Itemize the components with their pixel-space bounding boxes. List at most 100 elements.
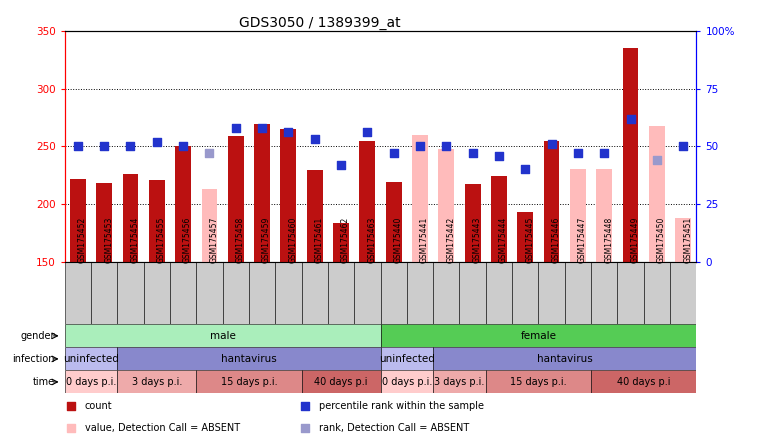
- Bar: [670, 262, 696, 325]
- Text: male: male: [209, 331, 236, 341]
- Bar: [149, 180, 164, 262]
- Point: [493, 152, 505, 159]
- Bar: [565, 262, 591, 325]
- Bar: [275, 262, 301, 325]
- Bar: [249, 262, 275, 325]
- Text: GSM175451: GSM175451: [683, 217, 693, 263]
- Bar: [570, 169, 586, 262]
- Text: GSM175456: GSM175456: [183, 217, 192, 263]
- Text: GSM175450: GSM175450: [657, 217, 666, 263]
- Point: [572, 150, 584, 157]
- Text: uninfected: uninfected: [63, 354, 119, 364]
- Text: GSM175452: GSM175452: [78, 217, 87, 263]
- Point: [546, 140, 558, 147]
- Text: GDS3050 / 1389399_at: GDS3050 / 1389399_at: [239, 16, 400, 30]
- Text: hantavirus: hantavirus: [537, 354, 593, 364]
- Point: [414, 143, 426, 150]
- Bar: [438, 149, 454, 262]
- Text: GSM175444: GSM175444: [499, 217, 508, 263]
- Point: [361, 129, 374, 136]
- Bar: [144, 262, 170, 325]
- Text: GSM175445: GSM175445: [525, 217, 534, 263]
- Text: GSM175459: GSM175459: [262, 217, 271, 263]
- Text: 40 days p.i: 40 days p.i: [314, 377, 368, 387]
- Point: [298, 403, 310, 410]
- Bar: [170, 262, 196, 325]
- Text: gender: gender: [20, 331, 55, 341]
- Point: [65, 424, 77, 432]
- Bar: [486, 370, 591, 393]
- Point: [124, 143, 136, 150]
- Bar: [65, 347, 117, 370]
- Point: [98, 143, 110, 150]
- Point: [677, 143, 689, 150]
- Text: GSM175440: GSM175440: [393, 217, 403, 263]
- Point: [65, 403, 77, 410]
- Bar: [539, 262, 565, 325]
- Bar: [359, 141, 375, 262]
- Text: GSM175446: GSM175446: [552, 217, 561, 263]
- Bar: [196, 262, 222, 325]
- Bar: [223, 262, 249, 325]
- Text: GSM175449: GSM175449: [631, 217, 639, 263]
- Bar: [175, 146, 191, 262]
- Bar: [117, 347, 380, 370]
- Bar: [202, 189, 218, 262]
- Text: percentile rank within the sample: percentile rank within the sample: [319, 401, 483, 412]
- Text: 0 days p.i.: 0 days p.i.: [65, 377, 116, 387]
- Point: [598, 150, 610, 157]
- Bar: [380, 262, 407, 325]
- Point: [151, 138, 163, 145]
- Text: GSM175455: GSM175455: [157, 217, 166, 263]
- Text: uninfected: uninfected: [379, 354, 435, 364]
- Text: GSM175458: GSM175458: [236, 217, 245, 263]
- Bar: [328, 262, 354, 325]
- Text: GSM175443: GSM175443: [473, 217, 482, 263]
- Point: [298, 424, 310, 432]
- Bar: [301, 370, 380, 393]
- Bar: [433, 347, 696, 370]
- Point: [282, 129, 295, 136]
- Text: 3 days p.i.: 3 days p.i.: [435, 377, 485, 387]
- Bar: [591, 262, 617, 325]
- Bar: [386, 182, 402, 262]
- Bar: [196, 370, 301, 393]
- Bar: [407, 262, 433, 325]
- Text: hantavirus: hantavirus: [221, 354, 277, 364]
- Bar: [117, 262, 144, 325]
- Bar: [644, 262, 670, 325]
- Text: time: time: [33, 377, 55, 387]
- Text: 15 days p.i.: 15 days p.i.: [510, 377, 567, 387]
- Text: 40 days p.i: 40 days p.i: [617, 377, 670, 387]
- Text: value, Detection Call = ABSENT: value, Detection Call = ABSENT: [85, 423, 240, 433]
- Bar: [65, 370, 117, 393]
- Text: GSM175442: GSM175442: [446, 217, 455, 263]
- Text: GSM175441: GSM175441: [420, 217, 429, 263]
- Bar: [622, 48, 638, 262]
- Bar: [597, 169, 612, 262]
- Bar: [617, 262, 644, 325]
- Bar: [380, 325, 696, 347]
- Bar: [65, 262, 91, 325]
- Bar: [543, 141, 559, 262]
- Point: [440, 143, 452, 150]
- Text: GSM175457: GSM175457: [209, 217, 218, 263]
- Text: GSM175462: GSM175462: [341, 217, 350, 263]
- Point: [519, 166, 531, 173]
- Bar: [591, 370, 696, 393]
- Point: [203, 150, 215, 157]
- Bar: [649, 126, 665, 262]
- Text: GSM175448: GSM175448: [604, 217, 613, 263]
- Bar: [433, 370, 486, 393]
- Text: GSM175461: GSM175461: [315, 217, 323, 263]
- Bar: [123, 174, 139, 262]
- Bar: [433, 262, 460, 325]
- Bar: [301, 262, 328, 325]
- Text: GSM175463: GSM175463: [368, 217, 377, 263]
- Bar: [307, 170, 323, 262]
- Bar: [512, 262, 539, 325]
- Bar: [333, 223, 349, 262]
- Point: [387, 150, 400, 157]
- Bar: [281, 129, 296, 262]
- Bar: [412, 135, 428, 262]
